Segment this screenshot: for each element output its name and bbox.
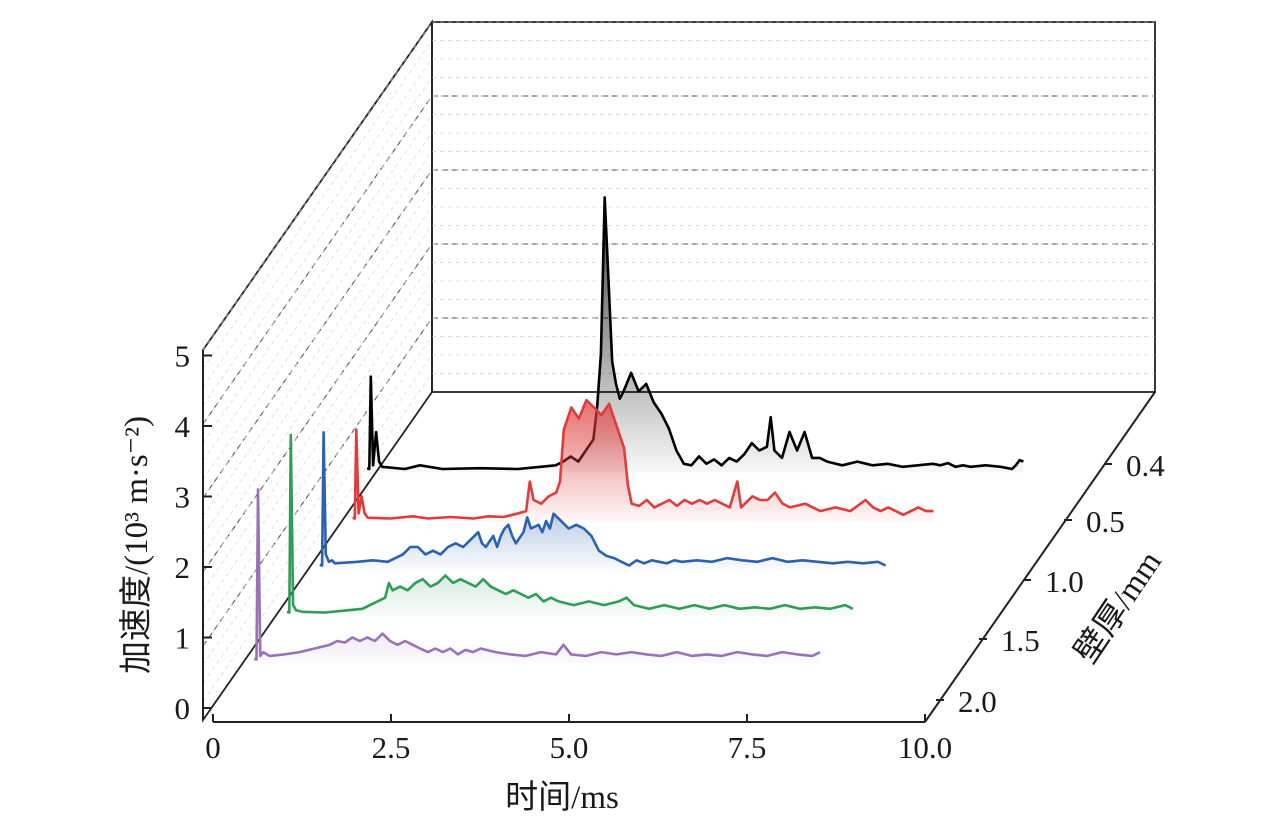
- series-1.5: [286, 433, 854, 617]
- gridline-minor-diagonal: [202, 243, 433, 573]
- z-tick-label: 0.5: [1086, 504, 1125, 539]
- gridline-minor-diagonal: [202, 169, 433, 499]
- series-line: [366, 196, 1024, 471]
- gridline-minor-diagonal: [202, 373, 433, 702]
- z-tick-label: 0.4: [1126, 448, 1165, 483]
- y-ticks: 0 1 2 3 4 5: [175, 339, 212, 726]
- gridline-minor-diagonal: [202, 132, 433, 462]
- y-tick-label: 4: [175, 409, 191, 444]
- z-tick-label: 1.0: [1045, 564, 1084, 599]
- depth-axis-line: [924, 391, 1156, 723]
- x-axis-title: 时间/ms: [505, 780, 619, 816]
- y-tick-label: 2: [175, 550, 191, 585]
- gridline-minor-diagonal: [202, 21, 433, 351]
- gridline-minor-diagonal: [202, 225, 433, 554]
- gridline-minor-diagonal: [202, 206, 433, 536]
- gridline-minor-diagonal: [202, 151, 433, 480]
- series-line: [352, 398, 934, 520]
- gridline-minor-diagonal: [202, 317, 433, 647]
- z-tick-label: 1.5: [1001, 623, 1040, 658]
- gridline-minor-diagonal: [202, 77, 433, 406]
- series-1.0: [319, 431, 887, 570]
- gridline-minor-diagonal: [202, 262, 433, 591]
- x-tick-label: 7.5: [728, 730, 767, 765]
- series-2.0: [253, 488, 821, 664]
- x-tick-label: 2.5: [372, 730, 411, 765]
- z-tick-label: 2.0: [958, 684, 997, 719]
- x-tick-label: 10.0: [898, 730, 952, 765]
- gridline-minor-diagonal: [202, 114, 433, 443]
- y-tick-label: 5: [175, 339, 191, 374]
- gridline-minor-diagonal: [202, 188, 433, 517]
- y-tick-label: 3: [175, 480, 191, 515]
- gridline-minor-diagonal: [202, 336, 433, 665]
- y-axis-title: 加速度/(10³ m·s⁻²): [118, 416, 155, 674]
- series-line: [286, 433, 854, 614]
- series-0.5: [352, 398, 934, 523]
- series-line: [253, 488, 821, 661]
- gridline-minor-diagonal: [202, 354, 433, 684]
- y-tick-label: 1: [175, 621, 191, 656]
- z-axis-title: 壁厚/mm: [1068, 544, 1170, 670]
- series-line: [319, 431, 887, 567]
- series-fill: [352, 400, 934, 523]
- x-tick-label: 0: [205, 730, 221, 765]
- y-tick-label: 0: [175, 691, 191, 726]
- x-tick-label: 5.0: [550, 730, 589, 765]
- wall-grid: [202, 21, 1155, 702]
- gridline-minor-diagonal: [202, 299, 433, 628]
- series-0.4: [366, 196, 1024, 473]
- gridline-minor-diagonal: [202, 40, 433, 369]
- z-ticks: 0.40.51.01.52.0: [936, 448, 1165, 719]
- floor-axes: [202, 350, 1156, 723]
- x-ticks: 0 2.5 5.0 7.5 10.0: [205, 714, 952, 765]
- gridline-minor-diagonal: [202, 95, 433, 425]
- gridline-minor-diagonal: [202, 58, 433, 388]
- gridline-minor-diagonal: [202, 280, 433, 610]
- series-fill: [367, 197, 1024, 473]
- series-layer: [253, 196, 1024, 664]
